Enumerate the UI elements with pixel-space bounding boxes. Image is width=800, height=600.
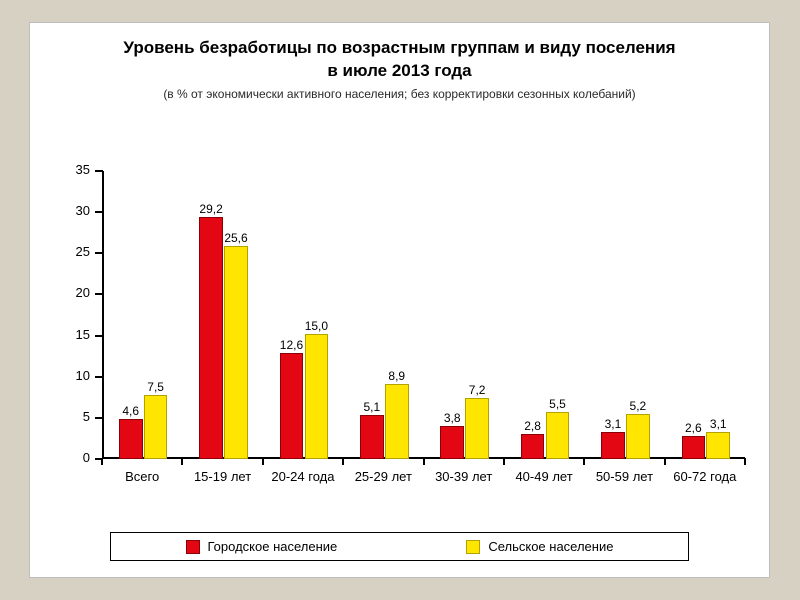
x-tick-mark — [342, 458, 344, 465]
bar-value-label: 15,0 — [305, 319, 328, 333]
y-tick-label: 25 — [56, 244, 90, 259]
legend: Городское население Сельское население — [110, 532, 689, 561]
bar-value-label: 12,6 — [280, 338, 303, 352]
title-line-2: в июле 2013 года — [327, 61, 471, 80]
x-tick-mark — [583, 458, 585, 465]
y-ticks: 05101520253035 — [56, 171, 102, 459]
x-tick-mark — [423, 458, 425, 465]
x-tick-mark — [744, 458, 746, 465]
x-tick-label: 25-29 лет — [343, 469, 423, 484]
bar: 4,6 — [119, 419, 143, 459]
x-tick-mark — [101, 458, 103, 465]
y-tick-mark — [95, 170, 103, 172]
bar-value-label: 5,2 — [630, 399, 647, 413]
square-icon — [466, 540, 480, 554]
legend-item-rural: Сельское население — [466, 539, 613, 554]
square-icon — [186, 540, 200, 554]
x-tick-label: 20-24 года — [263, 469, 343, 484]
y-tick-label: 30 — [56, 203, 90, 218]
chart-title: Уровень безработицы по возрастным группа… — [30, 37, 769, 83]
bar-value-label: 3,1 — [710, 417, 727, 431]
x-tick-labels: Всего15-19 лет20-24 года25-29 лет30-39 л… — [102, 459, 745, 499]
y-tick-mark — [95, 293, 103, 295]
legend-label: Сельское население — [488, 539, 613, 554]
bar: 3,8 — [440, 426, 464, 459]
bar-value-label: 3,8 — [444, 411, 461, 425]
bar: 8,9 — [385, 384, 409, 459]
y-tick-label: 5 — [56, 409, 90, 424]
y-tick-mark — [95, 376, 103, 378]
bar-value-label: 4,6 — [122, 404, 139, 418]
x-tick-label: 60-72 года — [665, 469, 745, 484]
bar: 2,8 — [521, 434, 545, 459]
bar-value-label: 29,2 — [199, 202, 222, 216]
bar: 5,2 — [626, 414, 650, 459]
bar-value-label: 2,6 — [685, 421, 702, 435]
x-tick-mark — [181, 458, 183, 465]
bar: 29,2 — [199, 217, 223, 459]
y-tick-mark — [95, 417, 103, 419]
x-tick-mark — [262, 458, 264, 465]
x-tick-mark — [503, 458, 505, 465]
bar: 7,2 — [465, 398, 489, 459]
bar: 3,1 — [706, 432, 730, 460]
bar: 5,1 — [360, 415, 384, 459]
y-tick-mark — [95, 211, 103, 213]
bar: 2,6 — [682, 436, 706, 459]
bar: 15,0 — [305, 334, 329, 459]
chart-area: 4,67,529,225,612,615,05,18,93,87,22,85,5… — [56, 171, 745, 499]
bar-value-label: 3,1 — [605, 417, 622, 431]
x-tick-label: Всего — [102, 469, 182, 484]
bar: 25,6 — [224, 246, 248, 459]
y-tick-label: 20 — [56, 285, 90, 300]
y-tick-label: 15 — [56, 327, 90, 342]
legend-item-urban: Городское население — [186, 539, 338, 554]
x-tick-mark — [664, 458, 666, 465]
bar-value-label: 25,6 — [224, 231, 247, 245]
chart-card: Уровень безработицы по возрастным группа… — [29, 22, 770, 578]
x-tick-label: 30-39 лет — [424, 469, 504, 484]
y-tick-mark — [95, 252, 103, 254]
y-tick-label: 0 — [56, 450, 90, 465]
bar-value-label: 5,5 — [549, 397, 566, 411]
legend-label: Городское население — [208, 539, 338, 554]
bar: 12,6 — [280, 353, 304, 459]
bar-value-label: 5,1 — [364, 400, 381, 414]
x-tick-label: 50-59 лет — [584, 469, 664, 484]
y-tick-label: 10 — [56, 368, 90, 383]
bar: 7,5 — [144, 395, 168, 459]
chart-subtitle: (в % от экономически активного населения… — [30, 87, 769, 101]
plot-area: 4,67,529,225,612,615,05,18,93,87,22,85,5… — [102, 171, 745, 459]
y-tick-mark — [95, 335, 103, 337]
bar-value-label: 7,2 — [469, 383, 486, 397]
bar: 3,1 — [601, 432, 625, 460]
bar-value-label: 2,8 — [524, 419, 541, 433]
x-tick-label: 40-49 лет — [504, 469, 584, 484]
y-tick-label: 35 — [56, 162, 90, 177]
title-line-1: Уровень безработицы по возрастным группа… — [123, 38, 675, 57]
x-tick-label: 15-19 лет — [182, 469, 262, 484]
bar-value-label: 7,5 — [147, 380, 164, 394]
bar: 5,5 — [546, 412, 570, 459]
bar-value-label: 8,9 — [388, 369, 405, 383]
